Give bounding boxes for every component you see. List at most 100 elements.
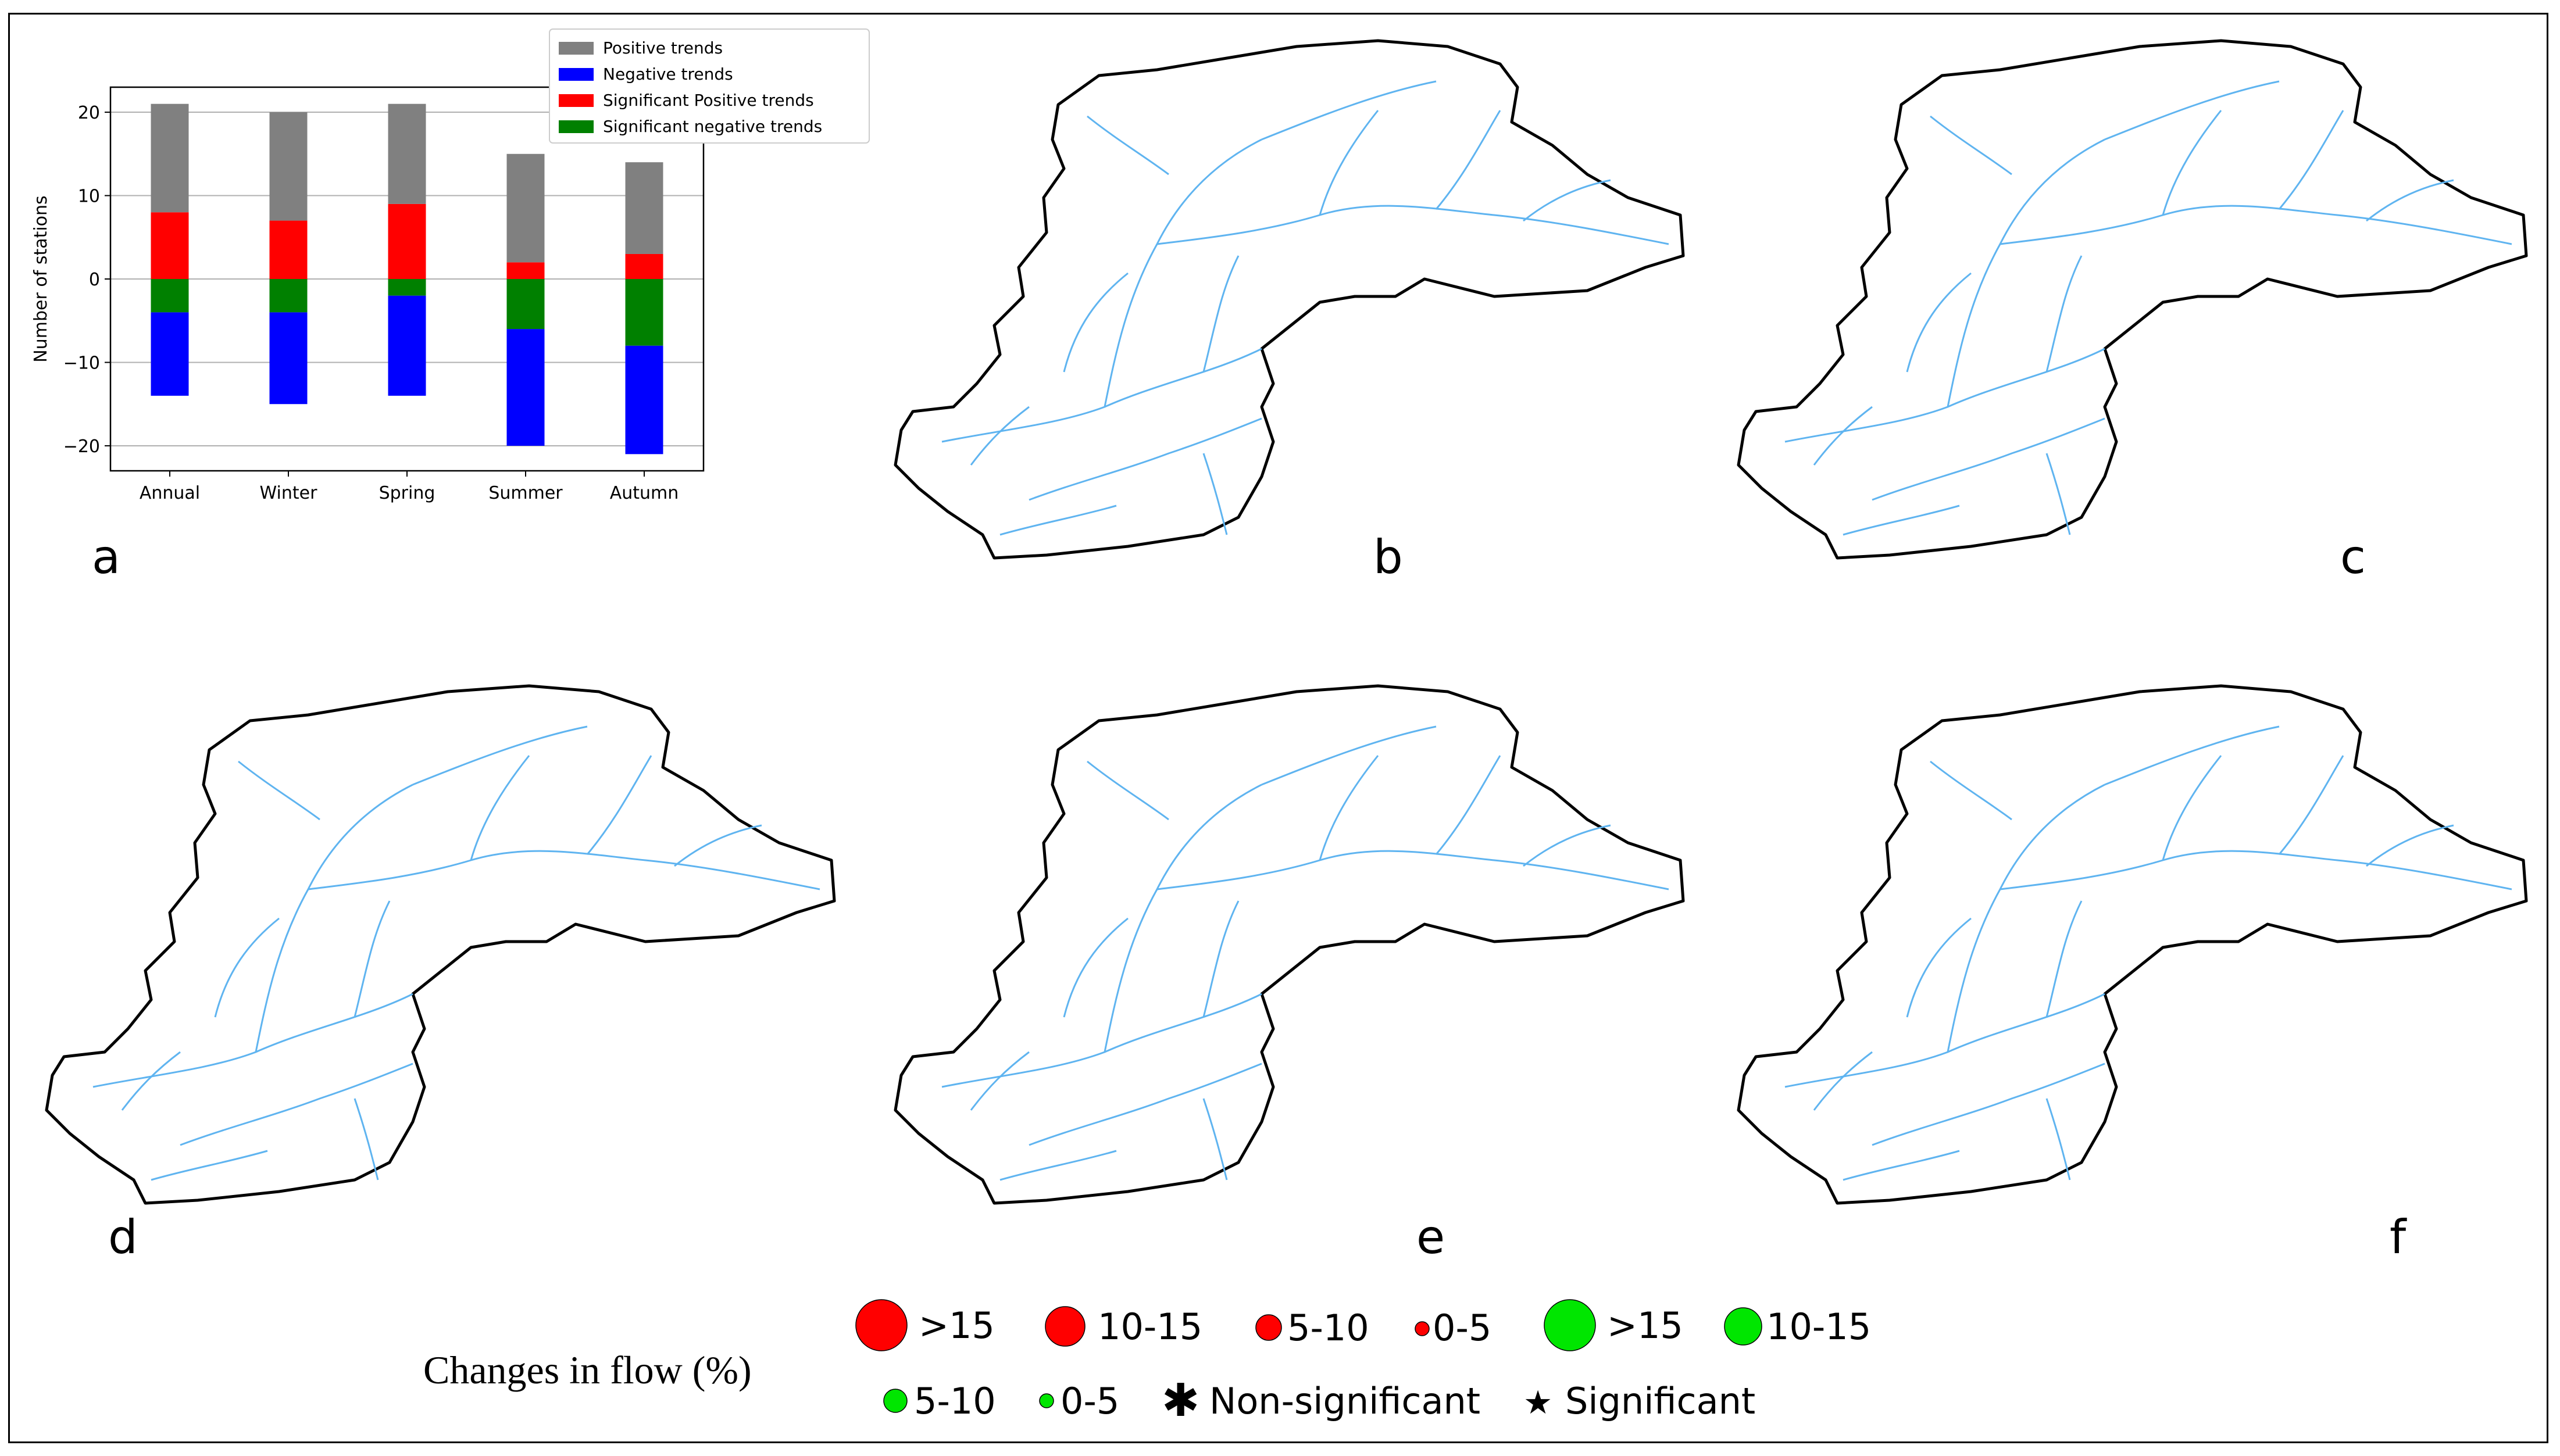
bar-positive-trends — [269, 112, 308, 221]
bar-significant-negative-trends — [625, 279, 663, 346]
legend-neg-5-10-label: 5-10 — [914, 1380, 996, 1422]
river-line — [1523, 824, 1611, 867]
legend-neg-15-symbol — [1544, 1299, 1596, 1351]
x-tick-label: Winter — [260, 483, 318, 503]
x-tick-label: Annual — [140, 483, 200, 503]
river-line — [1319, 755, 1379, 861]
bar-positive-trends — [388, 103, 426, 204]
bar-significant-positive-trends — [625, 253, 663, 279]
map-b — [894, 39, 1685, 560]
river-line — [1261, 80, 1437, 141]
basin-outline — [1737, 39, 2528, 560]
legend-swatch — [559, 42, 594, 55]
y-tick-label: 20 — [78, 103, 100, 123]
panel-label-e: e — [1416, 1210, 1445, 1264]
river-line — [1947, 138, 2105, 407]
plot-area-border — [109, 86, 705, 472]
bar-negative-trends — [506, 329, 545, 446]
river-line — [1843, 505, 1960, 536]
bar-significant-positive-trends — [151, 212, 189, 279]
river-line — [1435, 110, 1501, 210]
legend-label: Negative trends — [603, 65, 733, 84]
legend-neg-10-15-label: 10-15 — [1766, 1305, 1871, 1348]
panel-label-f: f — [2390, 1210, 2407, 1264]
legend-swatch — [559, 120, 594, 133]
river-line — [2162, 110, 2222, 216]
legend-neg-0-5-symbol — [1039, 1393, 1054, 1408]
river-line — [121, 1051, 181, 1111]
river-line — [2000, 205, 2512, 245]
river-line — [2162, 755, 2222, 861]
bar-significant-negative-trends — [269, 279, 308, 313]
bar-positive-trends — [506, 153, 545, 263]
legend-box — [549, 28, 870, 144]
river-line — [214, 917, 280, 1018]
river-line — [2278, 110, 2344, 210]
river-line — [354, 1098, 379, 1180]
legend-non-significant-label: Non-significant — [1209, 1380, 1480, 1422]
legend-pos-0-5-label: 0-5 — [1433, 1307, 1491, 1349]
panel-label-a: a — [92, 530, 121, 584]
river-line — [1202, 255, 1240, 373]
river-line — [586, 755, 652, 855]
x-tick-label: Spring — [379, 483, 435, 503]
basin-outline — [1737, 684, 2528, 1205]
bar-negative-trends — [388, 295, 426, 396]
bar-significant-positive-trends — [269, 220, 308, 279]
bar-significant-negative-trends — [151, 279, 189, 313]
legend-label: Significant Positive trends — [603, 91, 814, 110]
bar-negative-trends — [625, 345, 663, 455]
figure-frame — [8, 13, 2548, 1443]
river-line — [2045, 1098, 2071, 1180]
river-line — [151, 1150, 268, 1181]
river-line — [1906, 272, 1972, 373]
y-tick-label: 0 — [89, 270, 100, 290]
river-line — [255, 784, 413, 1053]
river-line — [1029, 1063, 1262, 1146]
map-d — [45, 684, 836, 1205]
river-line — [970, 1051, 1030, 1111]
legend-pos-10-15-symbol — [1045, 1306, 1086, 1347]
x-tick-label: Autumn — [610, 483, 679, 503]
legend-swatch — [559, 68, 594, 81]
river-line — [1202, 453, 1228, 535]
bar-chart: 20 10 0 −10 −20 Annual Winter Spring Summer Autum… — [31, 28, 870, 503]
river-line — [1813, 406, 1873, 466]
legend-pos-15-symbol — [855, 1299, 908, 1351]
map-e — [894, 684, 1685, 1205]
river-line — [1063, 272, 1129, 373]
river-line — [1087, 760, 1169, 821]
river-line — [1156, 850, 1669, 890]
river-line — [2366, 179, 2454, 222]
bar-positive-trends — [151, 103, 189, 213]
river-line — [674, 824, 762, 867]
legend-neg-10-15-symbol — [1724, 1307, 1762, 1346]
river-line — [999, 505, 1117, 536]
legend-neg-5-10-symbol — [883, 1389, 908, 1413]
river-line — [1435, 755, 1501, 855]
legend-swatch — [559, 94, 594, 107]
y-axis-label: Number of stations — [31, 195, 51, 362]
bar-significant-negative-trends — [388, 279, 426, 296]
river-line — [1872, 417, 2105, 501]
river-line — [2045, 255, 2083, 373]
bar-significant-positive-trends — [388, 203, 426, 279]
legend-pos-5-10-label: 5-10 — [1287, 1307, 1369, 1349]
river-line — [1930, 760, 2012, 821]
river-line — [1104, 138, 1262, 407]
basin-outline — [894, 684, 1685, 1205]
legend-label: Significant negative trends — [603, 117, 822, 136]
river-line — [1029, 417, 1262, 501]
river-line — [1947, 784, 2105, 1053]
river-line — [1930, 115, 2012, 176]
legend-pos-15-label: >15 — [919, 1304, 995, 1347]
river-line — [1813, 1051, 1873, 1111]
river-line — [2278, 755, 2344, 855]
legend-neg-15-label: >15 — [1607, 1304, 1683, 1347]
y-tick-label: 10 — [78, 187, 100, 207]
river-line — [1104, 784, 1262, 1053]
river-line — [238, 760, 320, 821]
legend-significant-label: Significant — [1565, 1380, 1755, 1422]
river-line — [2045, 453, 2071, 535]
bar-significant-negative-trends — [506, 279, 545, 330]
